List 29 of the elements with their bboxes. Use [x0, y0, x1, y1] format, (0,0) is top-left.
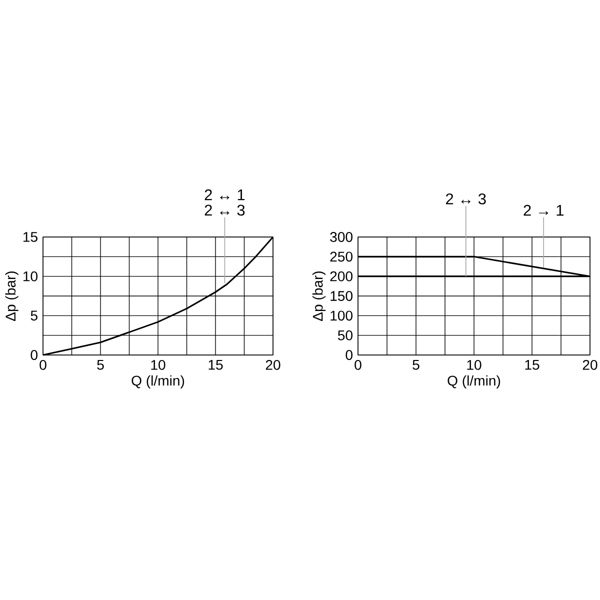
y-tick-label: 10 [23, 271, 38, 282]
y-tick-label: 5 [30, 310, 38, 321]
y-axis-title: Δp (bar) [312, 271, 326, 321]
x-tick-label: 5 [97, 360, 104, 370]
y-tick-label: 15 [23, 232, 38, 242]
x-tick-label: 20 [266, 360, 280, 370]
x-tick-label: 15 [525, 360, 540, 370]
y-tick-label: 250 [330, 252, 352, 262]
annotation: 2 → 1 [524, 204, 564, 216]
y-tick-label: 200 [330, 271, 352, 282]
y-tick-label: 0 [30, 350, 38, 360]
x-tick-label: 10 [467, 360, 482, 370]
annotation: 2 ↔ 1 [204, 189, 245, 200]
x-tick-label: 0 [354, 360, 362, 370]
y-tick-label: 150 [330, 291, 352, 301]
y-tick-label: 300 [330, 232, 352, 242]
y-axis-title: Δp (bar) [5, 271, 18, 321]
x-tick-label: 0 [40, 360, 46, 370]
x-axis-title: Q (l/min) [132, 375, 184, 388]
x-tick-label: 5 [412, 360, 420, 370]
x-tick-label: 15 [208, 360, 223, 370]
y-tick-label: 100 [330, 310, 352, 321]
x-axis-title: Q (l/min) [448, 375, 500, 388]
y-tick-label: 50 [338, 330, 352, 340]
annotation: 2 ↔ 3 [446, 193, 486, 204]
y-tick-label: 0 [346, 350, 352, 360]
x-tick-label: 20 [582, 360, 598, 370]
annotation: 2 ↔ 3 [204, 204, 245, 216]
x-tick-label: 10 [151, 360, 166, 370]
